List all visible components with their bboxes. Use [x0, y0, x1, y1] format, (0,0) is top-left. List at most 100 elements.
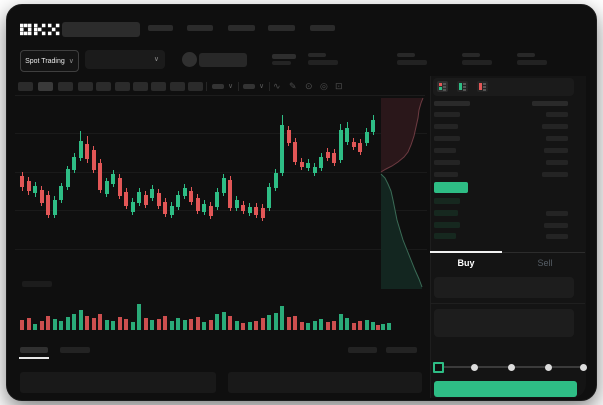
nav-item[interactable]	[228, 25, 255, 31]
depth-chart[interactable]	[380, 96, 428, 289]
volume-bar	[345, 318, 349, 330]
candle	[202, 204, 206, 212]
ask-price-placeholder[interactable]	[434, 124, 458, 129]
ask-amount-placeholder	[546, 112, 568, 117]
candle	[176, 195, 180, 207]
volume-bar	[72, 314, 76, 330]
volume-pane	[15, 300, 428, 334]
buy-button[interactable]	[434, 381, 577, 397]
candle	[299, 162, 304, 167]
open-orders-panel	[20, 372, 216, 393]
timeframe-button[interactable]	[78, 82, 93, 91]
volume-bar	[351, 323, 356, 330]
toggle-line	[463, 86, 466, 88]
candle	[189, 191, 193, 202]
volume-bar	[319, 319, 323, 330]
book-view-asks-icon[interactable]	[477, 81, 488, 92]
volume-bar	[247, 322, 252, 330]
stat-value-placeholder	[462, 60, 492, 65]
last-price-bar[interactable]	[434, 182, 468, 193]
fullscreen-icon[interactable]: ⊡	[335, 81, 343, 91]
candle	[117, 178, 122, 196]
ask-price-placeholder[interactable]	[434, 160, 460, 165]
nav-item[interactable]	[310, 25, 335, 31]
draw-tool-icon[interactable]: ✎	[289, 81, 297, 91]
timeframe-button[interactable]	[170, 82, 185, 91]
price-input[interactable]	[434, 277, 574, 298]
bid-price-placeholder[interactable]	[434, 233, 456, 239]
candle	[104, 181, 109, 194]
timeframe-button[interactable]	[133, 82, 148, 91]
bid-price-placeholder[interactable]	[434, 210, 458, 216]
book-view-both-icon[interactable]	[437, 81, 448, 92]
account-button[interactable]	[199, 53, 247, 67]
avatar[interactable]	[182, 52, 197, 67]
candle	[20, 176, 24, 187]
settings-icon[interactable]: ◎	[320, 81, 328, 91]
chevron-down-icon[interactable]: ∨	[228, 83, 234, 90]
timeframe-button[interactable]	[38, 82, 53, 91]
bottom-tab[interactable]	[60, 347, 90, 353]
nav-item[interactable]	[268, 25, 295, 31]
volume-bar	[39, 321, 44, 330]
timeframe-button[interactable]	[188, 82, 203, 91]
amount-input[interactable]	[434, 309, 574, 337]
stat-value-placeholder	[397, 60, 427, 65]
volume-bar	[182, 320, 187, 330]
market-type-dropdown[interactable]: Spot Trading ∨	[20, 50, 79, 72]
ask-price-placeholder[interactable]	[434, 136, 460, 141]
ask-price-placeholder[interactable]	[434, 172, 458, 177]
camera-icon[interactable]: ⊙	[305, 81, 313, 91]
timeframe-button[interactable]	[18, 82, 33, 91]
volume-bar	[208, 320, 213, 330]
toggle-line	[483, 89, 486, 91]
volume-bar	[312, 321, 317, 330]
nav-item[interactable]	[187, 25, 213, 31]
timeframe-button[interactable]	[58, 82, 73, 91]
candle	[208, 206, 213, 216]
okx-logo	[20, 23, 60, 36]
bottom-tab[interactable]	[20, 347, 48, 353]
wave-tool-icon[interactable]: ∿	[273, 81, 281, 91]
candle	[345, 128, 349, 142]
search-input[interactable]	[62, 22, 140, 37]
timeframe-button[interactable]	[115, 82, 130, 91]
nav-item[interactable]	[148, 25, 173, 31]
candlestick-chart[interactable]	[15, 96, 428, 294]
trading-pair-dropdown[interactable]: ∨	[85, 50, 165, 69]
interval-dropdown[interactable]	[243, 84, 255, 89]
ask-price-placeholder[interactable]	[434, 148, 456, 153]
candle	[85, 144, 89, 159]
tab-sell[interactable]: Sell	[537, 258, 553, 268]
chevron-down-icon[interactable]: ∨	[259, 83, 265, 90]
candle	[111, 174, 115, 184]
bid-price-placeholder[interactable]	[434, 198, 460, 204]
volume-bar	[143, 318, 148, 330]
timeframe-button[interactable]	[96, 82, 111, 91]
candle	[371, 120, 375, 132]
volume-bar	[104, 320, 109, 330]
candle	[228, 180, 232, 208]
ask-amount-placeholder	[542, 124, 568, 129]
bid-price-placeholder[interactable]	[434, 222, 460, 228]
bottom-bar-action[interactable]	[386, 347, 417, 353]
candle	[33, 186, 37, 193]
volume-bar	[358, 321, 362, 330]
slider-stop-dot[interactable]	[507, 363, 515, 371]
candle	[130, 202, 135, 212]
slider-stop-dot[interactable]	[470, 363, 478, 371]
slider-stop-dot[interactable]	[579, 363, 587, 371]
bottom-bar-action[interactable]	[348, 347, 377, 353]
ask-price-placeholder[interactable]	[434, 112, 460, 117]
timeframe-button[interactable]	[151, 82, 166, 91]
order-history-panel	[228, 372, 422, 393]
volume-bar	[228, 316, 232, 330]
tab-buy[interactable]: Buy	[457, 258, 475, 268]
candle	[286, 130, 291, 143]
slider-stop-dot[interactable]	[544, 363, 552, 371]
indicator-dropdown[interactable]	[212, 84, 224, 89]
orderbook-toggle-strip	[433, 78, 574, 96]
slider-handle[interactable]	[433, 362, 444, 373]
chevron-down-icon: ∨	[68, 57, 74, 65]
book-view-bids-icon[interactable]	[457, 81, 468, 92]
